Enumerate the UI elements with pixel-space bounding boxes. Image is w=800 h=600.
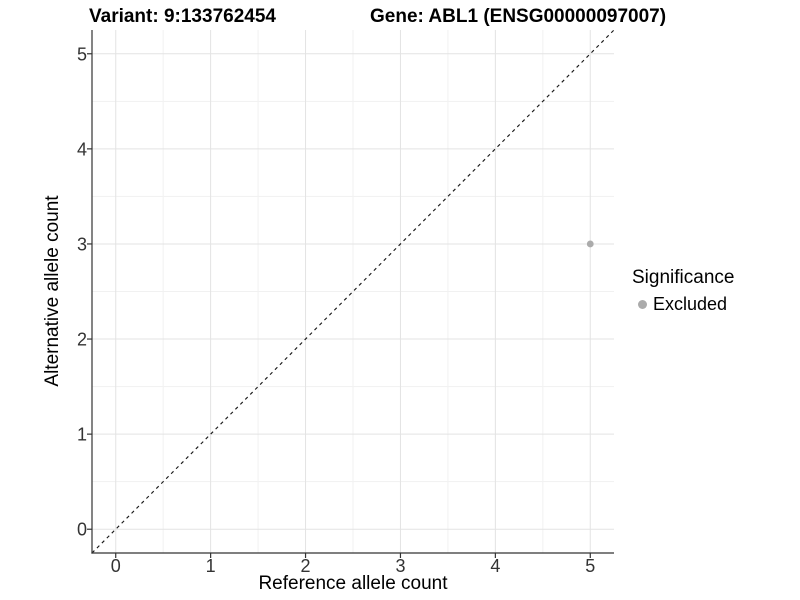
y-tick-label: 4 — [77, 139, 87, 159]
legend-item-label: Excluded — [653, 294, 728, 314]
x-tick-label: 1 — [206, 556, 216, 576]
legend-title: Significance — [632, 267, 735, 288]
y-axis-title: Alternative allele count — [42, 195, 63, 387]
x-axis-title: Reference allele count — [258, 573, 448, 594]
legend-point-icon — [638, 299, 647, 309]
x-tick-label: 3 — [395, 556, 405, 576]
x-tick-label: 5 — [585, 556, 595, 576]
y-tick-label: 0 — [77, 520, 87, 540]
legend-key — [636, 298, 649, 311]
y-tick-label: 5 — [77, 44, 87, 64]
y-tick-label: 3 — [77, 234, 87, 254]
legend-items: Excluded — [630, 294, 734, 314]
plot-title-variant: Variant: 9:133762454 — [89, 6, 276, 27]
plot-title-gene: Gene: ABL1 (ENSG00000097007) — [370, 6, 667, 27]
data-point — [586, 240, 594, 248]
y-tick-label: 1 — [77, 425, 87, 445]
x-tick-label: 0 — [111, 556, 121, 576]
x-tick-label: 2 — [301, 556, 311, 576]
y-tick-label: 2 — [77, 330, 87, 350]
legend-item: Excluded — [630, 294, 734, 314]
legend: Significance Excluded — [630, 266, 734, 314]
x-tick-label: 4 — [490, 556, 500, 576]
